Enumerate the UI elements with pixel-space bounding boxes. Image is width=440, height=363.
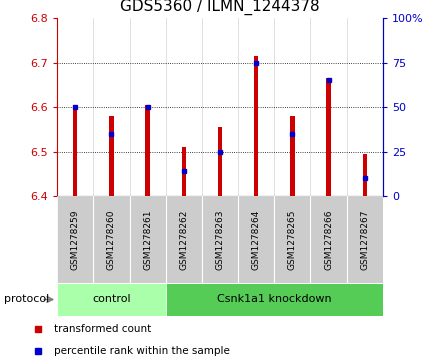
Title: GDS5360 / ILMN_1244378: GDS5360 / ILMN_1244378 <box>120 0 320 15</box>
Text: control: control <box>92 294 131 305</box>
Text: GSM1278265: GSM1278265 <box>288 209 297 270</box>
Bar <box>274 196 311 283</box>
Bar <box>129 196 166 283</box>
Bar <box>218 127 222 196</box>
Bar <box>347 196 383 283</box>
Bar <box>363 154 367 196</box>
Bar <box>326 78 331 196</box>
Bar <box>73 105 77 196</box>
Bar <box>109 116 114 196</box>
Bar <box>57 283 166 316</box>
Bar <box>166 196 202 283</box>
Bar <box>166 283 383 316</box>
Text: GSM1278262: GSM1278262 <box>180 209 188 270</box>
Bar <box>311 196 347 283</box>
Text: protocol: protocol <box>4 294 50 305</box>
Text: Csnk1a1 knockdown: Csnk1a1 knockdown <box>217 294 332 305</box>
Bar <box>202 196 238 283</box>
Text: GSM1278264: GSM1278264 <box>252 209 260 270</box>
Text: GSM1278263: GSM1278263 <box>216 209 224 270</box>
Text: GSM1278267: GSM1278267 <box>360 209 369 270</box>
Bar <box>146 105 150 196</box>
Text: percentile rank within the sample: percentile rank within the sample <box>54 346 230 356</box>
Text: GSM1278260: GSM1278260 <box>107 209 116 270</box>
Text: GSM1278259: GSM1278259 <box>71 209 80 270</box>
Text: GSM1278266: GSM1278266 <box>324 209 333 270</box>
Text: transformed count: transformed count <box>54 325 151 334</box>
Bar <box>57 196 93 283</box>
Bar <box>254 56 258 196</box>
Bar <box>93 196 129 283</box>
Bar <box>182 147 186 196</box>
Bar <box>238 196 274 283</box>
Bar <box>290 116 294 196</box>
Text: GSM1278261: GSM1278261 <box>143 209 152 270</box>
